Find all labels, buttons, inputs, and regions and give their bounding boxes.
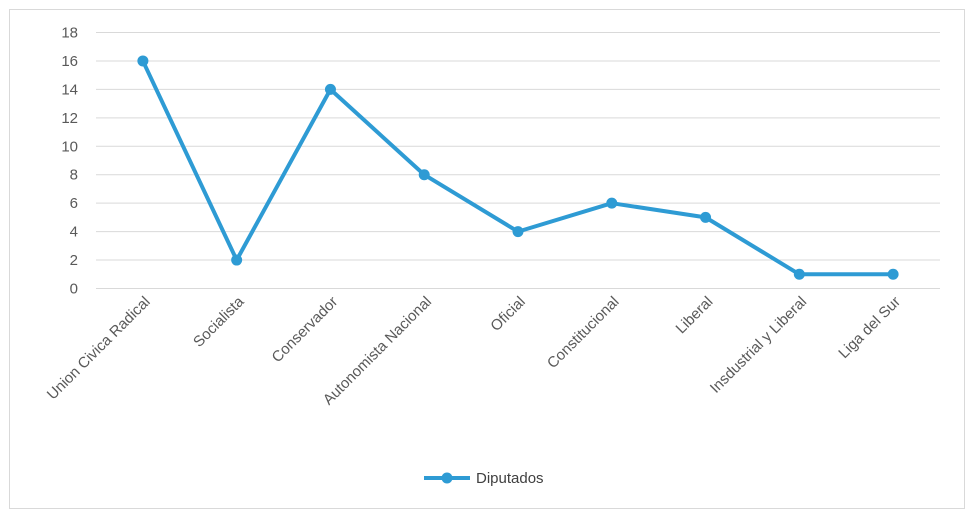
data-point	[512, 226, 524, 238]
data-point	[700, 211, 712, 223]
y-tick-label: 18	[61, 25, 78, 42]
data-point	[606, 197, 618, 209]
x-tick-label: Socialista	[190, 293, 248, 351]
data-point	[231, 254, 243, 266]
legend-label: Diputados	[476, 470, 544, 487]
x-tick-label: Liga del Sur	[835, 293, 904, 362]
x-tick-label: Liberal	[673, 293, 717, 337]
y-tick-label: 10	[61, 138, 78, 155]
data-point	[324, 83, 336, 95]
data-point	[137, 55, 149, 67]
y-tick-label: 8	[70, 167, 78, 184]
x-tick-label: Conservador	[269, 293, 342, 366]
y-tick-label: 0	[70, 281, 78, 298]
y-tick-label: 4	[70, 224, 78, 241]
x-tick-label: Oficial	[487, 293, 528, 334]
data-point	[887, 268, 899, 280]
y-tick-label: 16	[61, 53, 78, 70]
y-tick-label: 6	[70, 195, 78, 212]
data-point	[793, 268, 805, 280]
data-point	[418, 169, 430, 181]
y-tick-label: 14	[61, 81, 78, 98]
chart-area	[9, 9, 965, 509]
y-tick-label: 12	[61, 110, 78, 127]
series-line	[140, 58, 896, 277]
legend-marker	[441, 472, 453, 484]
x-tick-label: Union Civica Radical	[44, 293, 154, 403]
y-tick-label: 2	[70, 252, 78, 269]
x-tick-label: Constitucional	[544, 293, 623, 372]
x-tick-label: Autonomista Nacional	[320, 293, 435, 408]
x-tick-label: Insdustrial y Liberal	[707, 293, 810, 396]
